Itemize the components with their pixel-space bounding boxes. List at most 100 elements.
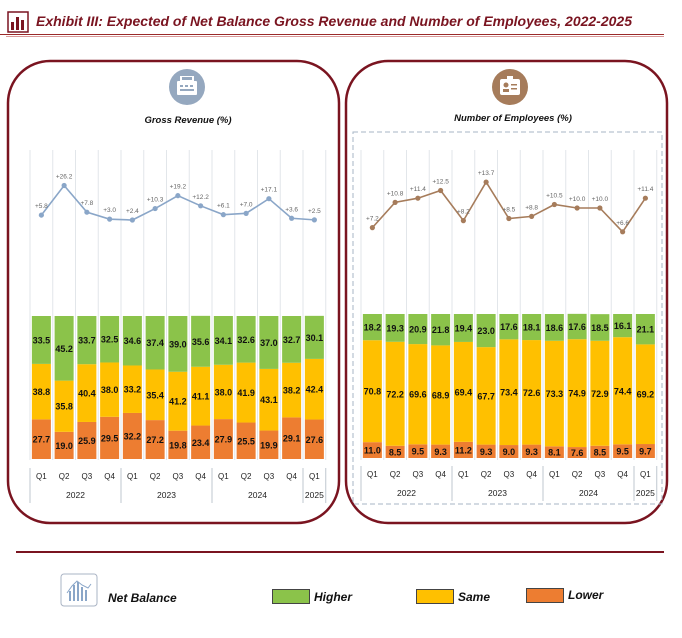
net-balance-point bbox=[243, 210, 249, 216]
bar-lower bbox=[590, 445, 610, 458]
net-balance-point bbox=[38, 212, 44, 218]
legend-same-label: Same bbox=[458, 590, 491, 604]
net-balance-label: +17.1 bbox=[261, 187, 278, 194]
bar-value-label: 74.4 bbox=[614, 386, 632, 396]
bar-value-label: 27.2 bbox=[146, 435, 164, 445]
net-balance-point bbox=[415, 195, 421, 201]
bar-lower bbox=[408, 444, 428, 458]
bar-same bbox=[31, 363, 51, 420]
bar-same bbox=[191, 366, 211, 426]
bar-lower bbox=[213, 419, 233, 459]
footer-divider bbox=[16, 551, 664, 553]
bar-value-label: 43.1 bbox=[260, 395, 278, 405]
bar-value-label: 9.5 bbox=[616, 447, 629, 457]
net-balance-point bbox=[369, 225, 375, 231]
x-tick-label: Q2 bbox=[241, 472, 252, 481]
bar-same bbox=[100, 362, 120, 417]
legend-net-balance: Net Balance bbox=[60, 573, 200, 607]
x-tick-label: Q3 bbox=[595, 470, 606, 479]
bar-value-label: 9.3 bbox=[525, 447, 538, 457]
bar-lower bbox=[100, 416, 120, 459]
bar-lower bbox=[613, 444, 633, 458]
x-tick-label: Q1 bbox=[458, 470, 469, 479]
line-chart-icon bbox=[60, 573, 98, 607]
bar-higher bbox=[168, 316, 188, 372]
bar-higher bbox=[145, 316, 165, 370]
legend-higher: Higher bbox=[272, 583, 372, 611]
net-balance-label: +7.2 bbox=[366, 216, 379, 223]
cash-register-icon bbox=[169, 69, 205, 105]
bar-lower bbox=[122, 412, 142, 459]
bar-lower bbox=[54, 431, 74, 459]
bar-same bbox=[522, 340, 542, 445]
bar-value-label: 19.3 bbox=[386, 323, 404, 333]
x-tick-label: Q3 bbox=[82, 472, 93, 481]
net-balance-label: +12.5 bbox=[432, 179, 449, 186]
net-balance-label: +3.0 bbox=[103, 207, 116, 214]
bar-lower bbox=[544, 446, 564, 458]
bar-value-label: 35.6 bbox=[192, 337, 210, 347]
bar-lower bbox=[362, 442, 382, 458]
bar-same bbox=[567, 339, 587, 448]
bar-lower bbox=[77, 421, 97, 459]
bar-lower bbox=[567, 447, 587, 458]
bar-higher bbox=[259, 316, 279, 369]
exhibit-label: Exhibit III: bbox=[36, 13, 103, 29]
bar-same bbox=[236, 362, 256, 423]
net-balance-point bbox=[392, 199, 398, 205]
net-balance-label: +10.0 bbox=[569, 196, 586, 203]
bar-lower bbox=[145, 420, 165, 459]
legend-net-balance-label: Net Balance bbox=[108, 591, 177, 605]
bar-value-label: 29.5 bbox=[101, 433, 119, 443]
bar-higher bbox=[236, 316, 256, 363]
year-label: 2025 bbox=[305, 490, 324, 500]
net-balance-point bbox=[506, 215, 512, 222]
legend-lower-label: Lower bbox=[568, 588, 604, 602]
bar-value-label: 27.6 bbox=[306, 435, 324, 445]
header-divider-light bbox=[6, 36, 664, 37]
bar-same bbox=[544, 340, 564, 447]
year-label: 2023 bbox=[157, 490, 176, 500]
legend-same-swatch bbox=[416, 589, 454, 604]
bar-value-label: 70.8 bbox=[364, 387, 382, 397]
bar-value-label: 38.0 bbox=[101, 385, 119, 395]
page-title: Exhibit III: Expected of Net Balance Gro… bbox=[36, 13, 632, 29]
x-tick-label: Q1 bbox=[640, 470, 651, 479]
x-tick-label: Q1 bbox=[36, 472, 47, 481]
gross-revenue-panel bbox=[6, 59, 341, 525]
net-balance-point bbox=[61, 182, 67, 189]
bar-value-label: 20.9 bbox=[409, 325, 427, 335]
bar-value-label: 72.9 bbox=[591, 389, 609, 399]
bar-higher bbox=[100, 316, 120, 363]
bar-value-label: 33.7 bbox=[78, 336, 96, 346]
net-balance-label: +2.5 bbox=[308, 208, 321, 215]
exhibit-title: Expected of Net Balance Gross Revenue an… bbox=[106, 13, 632, 29]
bar-higher bbox=[567, 313, 587, 340]
bar-value-label: 69.6 bbox=[409, 390, 427, 400]
net-balance-label: +8.5 bbox=[502, 207, 515, 214]
net-balance-label: +5.8 bbox=[35, 203, 48, 210]
net-balance-label: +10.3 bbox=[147, 197, 164, 204]
bar-value-label: 38.2 bbox=[283, 386, 301, 396]
net-balance-point bbox=[220, 212, 226, 218]
gross-revenue-title: Gross Revenue (%) bbox=[144, 115, 231, 126]
bar-lower bbox=[236, 422, 256, 459]
legend-higher-label: Higher bbox=[314, 590, 353, 604]
employees-title: Number of Employees (%) bbox=[454, 113, 572, 124]
bar-same bbox=[213, 364, 233, 420]
x-tick-label: Q1 bbox=[127, 472, 138, 481]
bar-higher bbox=[191, 315, 211, 367]
bar-value-label: 18.2 bbox=[364, 323, 382, 333]
net-balance-label: +8.8 bbox=[525, 204, 538, 211]
bar-value-label: 39.0 bbox=[169, 339, 187, 349]
bar-value-label: 42.4 bbox=[306, 385, 324, 395]
bar-value-label: 37.0 bbox=[260, 338, 278, 348]
bar-same bbox=[362, 340, 382, 443]
bar-higher bbox=[31, 316, 51, 364]
bar-higher bbox=[77, 316, 97, 365]
bar-value-label: 8.1 bbox=[548, 448, 561, 458]
net-balance-point bbox=[107, 216, 113, 222]
net-balance-label: +26.2 bbox=[56, 174, 73, 181]
bar-higher bbox=[408, 314, 428, 345]
bar-higher bbox=[476, 314, 496, 348]
